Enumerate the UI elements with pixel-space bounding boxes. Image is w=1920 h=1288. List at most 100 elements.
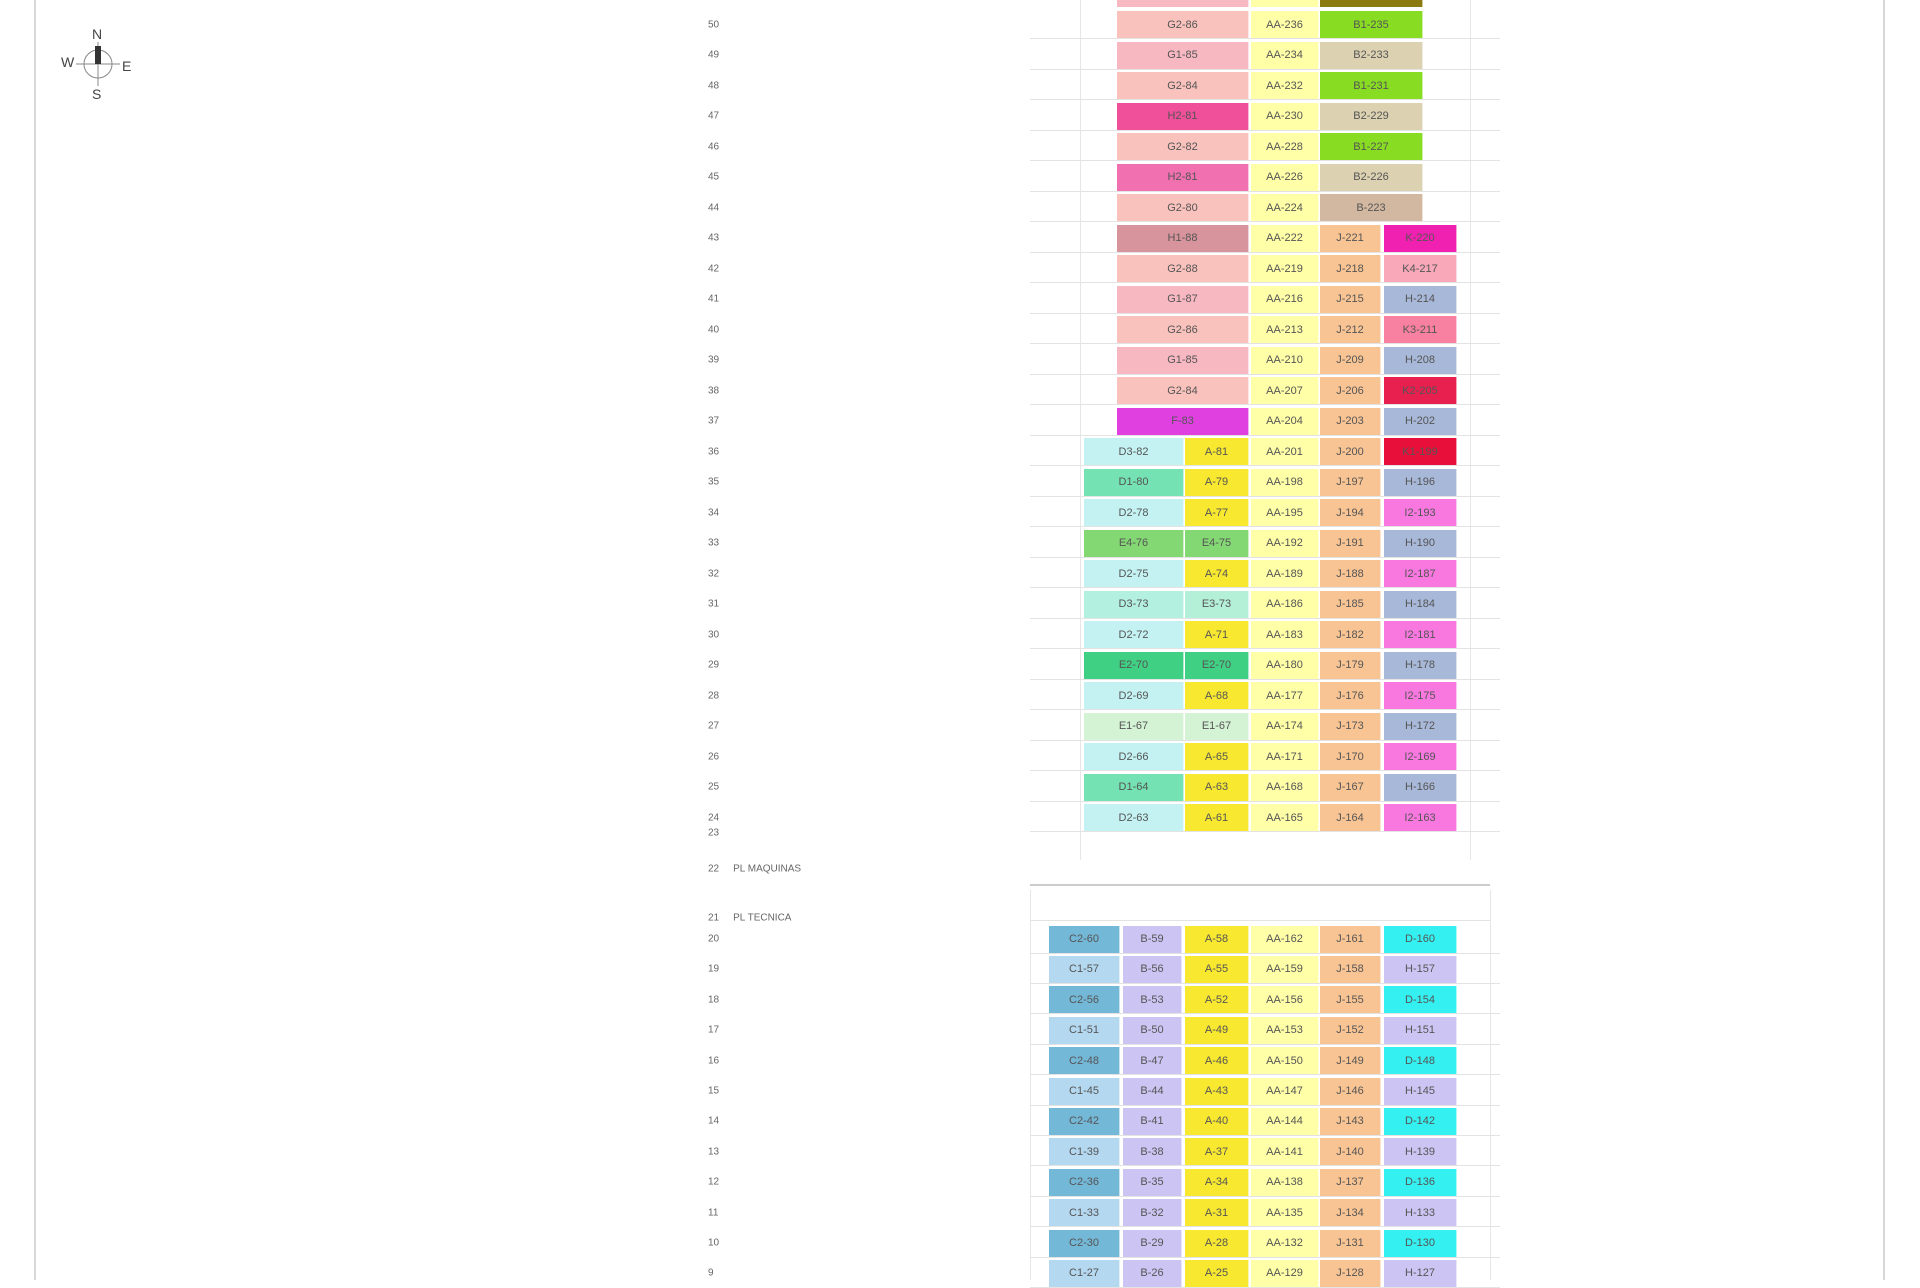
floor-number: 9	[708, 1267, 714, 1279]
unit-cell: AA-186	[1251, 590, 1319, 618]
unit-cell: J-149	[1320, 1047, 1381, 1075]
compass-north: N	[92, 26, 103, 42]
unit-cell: A-37	[1185, 1138, 1249, 1166]
unit-cell: C2-56	[1049, 986, 1120, 1014]
floor-number: 10	[708, 1237, 720, 1249]
unit-cell: AA-198	[1251, 468, 1319, 496]
unit-cell: C1-45	[1049, 1077, 1120, 1105]
unit-cell: D1-64	[1084, 773, 1184, 801]
unit-cell: G2-84	[1117, 377, 1249, 404]
building-outline	[1470, 0, 1471, 860]
floor-line	[1030, 190, 1500, 192]
unit-cell	[1251, 0, 1319, 7]
unit-cell: B-35	[1123, 1168, 1182, 1196]
unit-cell: K4-217	[1384, 255, 1457, 282]
unit-cell: A-61	[1185, 804, 1249, 831]
unit-cell: J-152	[1320, 1016, 1381, 1044]
unit-cell	[1117, 0, 1249, 7]
floor-name: PL TECNICA	[733, 912, 792, 924]
unit-cell: E4-75	[1185, 529, 1249, 557]
unit-cell: AA-183	[1251, 621, 1319, 648]
unit-cell: AA-216	[1251, 285, 1319, 313]
floor-line	[1030, 1195, 1500, 1197]
unit-cell: AA-144	[1251, 1107, 1319, 1135]
unit-cell: AA-201	[1251, 438, 1319, 465]
unit-cell: G1-85	[1117, 346, 1249, 374]
floor-label-special: 23	[708, 827, 720, 839]
unit-cell: B-38	[1123, 1138, 1182, 1166]
unit-cell: C2-48	[1049, 1047, 1120, 1075]
unit-cell: F-83	[1117, 407, 1249, 435]
compass-rose: N W E S	[58, 26, 138, 108]
unit-cell: B2-233	[1320, 41, 1423, 69]
unit-cell: B-41	[1123, 1107, 1182, 1135]
unit-cell: D3-73	[1084, 590, 1184, 618]
floor-number: 41	[708, 293, 720, 305]
unit-cell: C2-36	[1049, 1168, 1120, 1196]
unit-cell: C1-57	[1049, 955, 1120, 983]
floor-line	[1030, 800, 1500, 802]
floor-number: 39	[708, 354, 720, 366]
unit-cell: H2-81	[1117, 102, 1249, 130]
unit-cell: AA-210	[1251, 346, 1319, 374]
unit-cell: I2-181	[1384, 621, 1457, 648]
unit-cell: G2-86	[1117, 11, 1249, 38]
floor-label-special: 22 PL MAQUINAS	[708, 863, 802, 875]
floor-number: 11	[708, 1207, 719, 1219]
unit-cell: D-130	[1384, 1229, 1457, 1257]
floor-number: 48	[708, 80, 720, 91]
unit-cell: J-215	[1320, 285, 1381, 313]
unit-cell: H-133	[1384, 1199, 1457, 1227]
unit-cell: AA-165	[1251, 804, 1319, 831]
unit-cell: AA-226	[1251, 163, 1319, 191]
unit-cell: J-173	[1320, 712, 1381, 740]
unit-cell: J-170	[1320, 743, 1381, 770]
compass-south: S	[92, 86, 102, 102]
unit-cell: A-43	[1185, 1077, 1249, 1105]
unit-cell: H-208	[1384, 346, 1457, 374]
unit-cell: B-223	[1320, 194, 1423, 221]
unit-cell: A-58	[1185, 925, 1249, 953]
unit-cell: AA-180	[1251, 651, 1319, 679]
floor-line	[1030, 587, 1500, 588]
floor-number: 38	[708, 385, 720, 396]
building-outline	[1490, 890, 1491, 1280]
unit-cell: J-137	[1320, 1168, 1381, 1196]
unit-cell: J-164	[1320, 804, 1381, 831]
floor-number: 28	[708, 690, 720, 701]
floor-number: 35	[708, 476, 720, 488]
unit-cell: AA-159	[1251, 955, 1319, 983]
unit-cell: AA-129	[1251, 1259, 1319, 1287]
unit-cell: A-71	[1185, 621, 1249, 648]
floor-number: 42	[708, 263, 720, 274]
compass-east: E	[122, 58, 132, 74]
floor-line	[1030, 282, 1500, 283]
unit-cell: J-212	[1320, 316, 1381, 343]
unit-cell: G2-80	[1117, 194, 1249, 221]
floor-number: 16	[708, 1055, 720, 1067]
floor-line	[1030, 160, 1500, 161]
floor-line	[1030, 465, 1500, 466]
unit-cell: A-28	[1185, 1229, 1249, 1257]
floor-line	[1030, 404, 1500, 405]
unit-cell: D2-66	[1084, 743, 1184, 770]
unit-cell: K1-199	[1384, 438, 1457, 465]
unit-cell: J-221	[1320, 224, 1381, 252]
floor-number: 36	[708, 446, 720, 457]
floor-number: 32	[708, 568, 720, 579]
unit-cell: E1-67	[1084, 712, 1184, 740]
floor-line	[1030, 739, 1500, 741]
unit-cell: AA-147	[1251, 1077, 1319, 1105]
unit-cell: E4-76	[1084, 529, 1184, 557]
floor-number: 15	[708, 1085, 720, 1097]
unit-cell: B1-227	[1320, 133, 1423, 160]
floor-number: 44	[708, 202, 720, 213]
floor-number: 20	[708, 933, 720, 945]
unit-cell: G2-86	[1117, 316, 1249, 343]
floor-number: 24	[708, 812, 720, 823]
unit-cell: J-155	[1320, 986, 1381, 1014]
floor-line	[1030, 251, 1500, 253]
unit-cell: J-206	[1320, 377, 1381, 404]
unit-cell: A-68	[1185, 682, 1249, 709]
unit-cell: A-31	[1185, 1199, 1249, 1227]
